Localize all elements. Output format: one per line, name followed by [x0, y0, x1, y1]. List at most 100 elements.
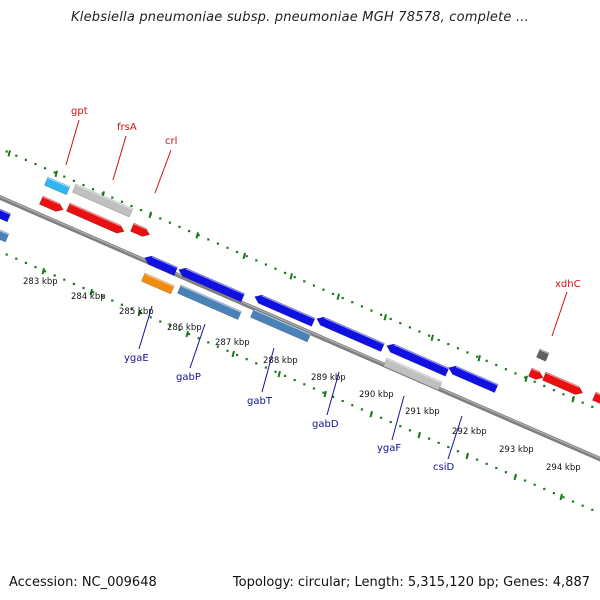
major-tick	[417, 431, 421, 439]
track-dot	[533, 483, 536, 486]
track-dot	[82, 183, 85, 187]
track-dot	[495, 363, 498, 367]
scale-label: 292 kbp	[452, 427, 487, 437]
track-dot	[591, 508, 594, 511]
accession-text: Accession: NC_009648	[9, 575, 157, 590]
track-dot	[130, 204, 133, 208]
gene-blue-b-highlight	[185, 268, 245, 295]
track-dot	[5, 150, 8, 153]
track-dot	[456, 450, 459, 453]
track-dot	[264, 366, 267, 369]
track-dot	[591, 405, 594, 408]
major-tick	[54, 170, 58, 178]
track-dot	[293, 379, 296, 382]
track-dot	[274, 370, 277, 373]
gene-red-1-shape	[39, 195, 64, 212]
major-tick	[7, 150, 11, 157]
major-tick	[571, 396, 575, 403]
tick-marks	[5, 150, 594, 511]
tick-track-lower-major	[41, 267, 563, 501]
gene-red-2-shape	[66, 202, 125, 234]
track-dot	[418, 330, 421, 333]
track-dot	[34, 162, 37, 166]
major-tick	[137, 309, 141, 317]
gene-csiD	[448, 365, 499, 394]
track-dot	[168, 221, 171, 224]
backbone-highlight	[0, 195, 600, 459]
track-dot	[207, 238, 210, 241]
track-dot	[495, 466, 498, 470]
track-dot	[485, 462, 488, 465]
major-tick	[41, 267, 45, 275]
track-dot	[572, 500, 575, 503]
bottom-gene-label: gabD	[312, 419, 339, 430]
scale-label: 284 kbp	[71, 292, 106, 302]
track-dot	[437, 338, 440, 341]
gene-red-4	[542, 371, 584, 395]
bottom-gene-leader	[261, 347, 275, 393]
bottom-gene-label: gabT	[247, 396, 273, 407]
gene-blue-c	[386, 343, 450, 377]
track-dot	[111, 196, 114, 199]
track-dot	[514, 372, 517, 375]
gene-blue-a-shape	[144, 255, 179, 276]
track-dot	[44, 167, 47, 170]
track-dot	[264, 263, 267, 266]
gene-steel-edge-highlight	[0, 230, 10, 236]
track-dot	[581, 401, 584, 404]
gene-blue-b	[178, 267, 246, 303]
gene-red-5	[592, 391, 600, 404]
track-dot	[408, 429, 411, 432]
track-dot	[476, 355, 479, 358]
track-dot	[552, 389, 555, 392]
track-dot	[447, 445, 450, 449]
gene-ygaE	[141, 272, 175, 295]
track-dot	[24, 261, 27, 265]
track-dot	[504, 368, 507, 371]
track-dot	[15, 257, 18, 260]
track-dot	[255, 259, 258, 262]
bottom-gene-leader	[189, 323, 206, 369]
track-dot	[562, 496, 565, 499]
major-tick	[323, 390, 327, 398]
gene-gpt-shape	[44, 176, 71, 196]
track-dot	[399, 322, 402, 325]
track-dot	[581, 504, 584, 507]
track-dot	[466, 351, 469, 354]
major-tick	[185, 330, 189, 338]
scale-label: 294 kbp	[546, 463, 581, 473]
track-dot	[120, 303, 123, 306]
gene-gabD-shape	[316, 316, 385, 353]
track-dot	[53, 171, 56, 174]
track-dot	[351, 301, 354, 304]
gene-gabD	[316, 316, 385, 353]
bottom-gene-leader	[138, 305, 153, 350]
scale-label: 293 kbp	[499, 445, 534, 455]
gene-gabT-shape	[250, 308, 312, 343]
track-dot	[360, 408, 363, 411]
major-tick	[89, 288, 93, 296]
major-tick	[465, 452, 469, 460]
gene-blue-a-highlight	[151, 256, 178, 269]
track-dot	[207, 341, 210, 344]
gene-red-1-highlight	[42, 196, 60, 205]
track-dot	[178, 225, 181, 228]
major-tick	[430, 334, 434, 342]
bottom-gene-label: csiD	[433, 462, 454, 473]
track-dot	[562, 393, 565, 396]
track-dot	[168, 324, 171, 327]
gene-red-5-highlight	[595, 392, 600, 396]
major-tick	[231, 350, 235, 358]
gene-csiD-highlight	[455, 366, 499, 386]
track-dot	[380, 313, 383, 316]
track-dot	[389, 420, 392, 424]
track-dot	[504, 471, 507, 474]
track-dot	[552, 492, 555, 495]
top-gene-leader	[154, 149, 172, 194]
scale-label: 291 kbp	[405, 407, 440, 417]
gene-red-3-shape	[528, 367, 544, 380]
track-dot	[92, 188, 95, 191]
track-dot	[332, 292, 335, 295]
track-dot	[428, 334, 431, 337]
